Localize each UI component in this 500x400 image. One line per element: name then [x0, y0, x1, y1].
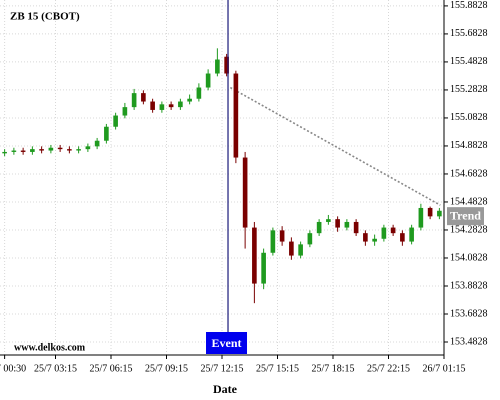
- candle-body: [427, 207, 433, 217]
- y-tick-label: 155.2828: [450, 84, 488, 95]
- trend-label: Trend: [450, 208, 481, 222]
- candle-body: [326, 219, 331, 222]
- x-tick-label: 25/7 06:15: [89, 363, 132, 374]
- candle-body: [390, 227, 396, 234]
- y-tick-label: 153.8828: [450, 280, 488, 291]
- candle-body: [122, 107, 128, 116]
- candle-body: [289, 241, 294, 256]
- event-label: Event: [212, 336, 242, 350]
- candle-body: [85, 146, 91, 150]
- x-tick-label: 25/7 09:15: [145, 363, 188, 374]
- candle-body: [215, 59, 220, 74]
- candle-body: [279, 230, 285, 242]
- trend-box: [447, 207, 484, 226]
- candle-body: [11, 150, 17, 152]
- candle-body: [372, 238, 377, 242]
- x-tick-label: 25/7 22:15: [367, 363, 410, 374]
- candle-body: [437, 210, 442, 217]
- x-axis-label: Date: [213, 382, 238, 396]
- y-tick-label: 153.4828: [450, 336, 488, 347]
- candle-body: [57, 147, 63, 150]
- candle-body: [335, 219, 340, 228]
- candle-body: [316, 221, 322, 234]
- candle-body: [363, 233, 368, 242]
- candle-body: [76, 149, 81, 151]
- trend-line: [229, 86, 441, 206]
- x-tick-label: 25/7 03:15: [34, 363, 77, 374]
- chart-title: ZB 15 (CBOT): [10, 11, 80, 23]
- y-tick-label: 154.0828: [450, 252, 488, 263]
- candle-body: [381, 227, 387, 239]
- x-tick-label: 25/7 15:15: [256, 363, 299, 374]
- candle-body: [307, 233, 313, 245]
- candle-body: [270, 230, 276, 253]
- candle-body: [298, 244, 303, 256]
- candle-body: [94, 140, 100, 147]
- candle-body: [242, 157, 248, 228]
- candle-body: [196, 87, 202, 99]
- candle-body: [131, 93, 137, 108]
- x-tick-label: 25/7 00:30: [0, 363, 26, 374]
- event-box: [206, 332, 248, 354]
- candle-body: [20, 150, 26, 152]
- candle-body: [48, 147, 54, 151]
- candle-body: [2, 151, 7, 154]
- y-tick-label: 155.0828: [450, 112, 488, 123]
- candle-body: [113, 115, 118, 127]
- candle-body: [30, 149, 35, 152]
- candle-body: [344, 221, 350, 228]
- y-tick-label: 154.2828: [450, 224, 488, 235]
- candle-body: [159, 104, 165, 110]
- y-tick-label: 154.6828: [450, 168, 488, 179]
- candle-body: [261, 252, 266, 284]
- candle-body: [150, 101, 155, 110]
- candle-body: [409, 227, 414, 242]
- x-tick-label: 25/7 12:15: [200, 363, 243, 374]
- y-tick-label: 155.4828: [450, 56, 488, 67]
- candle-body: [252, 227, 257, 284]
- x-tick-label: 26/7 01:15: [422, 363, 465, 374]
- candle-body: [205, 73, 211, 88]
- y-tick-label: 154.8828: [450, 140, 488, 151]
- y-tick-label: 155.6828: [450, 28, 488, 39]
- candle-body: [233, 73, 239, 158]
- candle-body: [400, 233, 405, 242]
- candle-body: [178, 101, 183, 108]
- candle-body: [353, 221, 359, 234]
- candle-body: [104, 126, 109, 141]
- y-tick-label: 155.8828: [450, 0, 488, 11]
- watermark: www.delkos.com: [14, 342, 86, 353]
- x-tick-label: 25/7 18:15: [311, 363, 354, 374]
- candle-body: [141, 93, 146, 102]
- candle-body: [168, 104, 174, 108]
- candle-body: [187, 98, 192, 102]
- candle-body: [39, 149, 44, 151]
- candle-body: [224, 56, 229, 74]
- candle-body: [67, 149, 72, 151]
- y-tick-label: 153.6828: [450, 308, 488, 319]
- candle-body: [418, 207, 424, 228]
- y-tick-label: 154.4828: [450, 196, 488, 207]
